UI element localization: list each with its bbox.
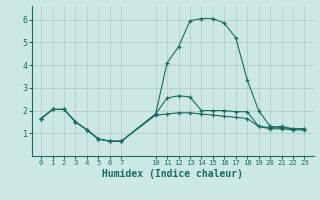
X-axis label: Humidex (Indice chaleur): Humidex (Indice chaleur) — [102, 169, 243, 179]
